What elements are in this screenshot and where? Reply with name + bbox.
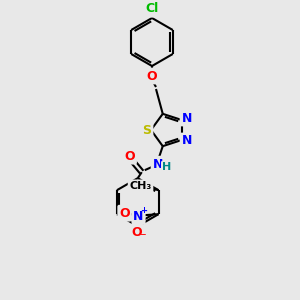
Text: Cl: Cl [146,2,159,16]
Text: O: O [119,207,130,220]
Text: N: N [153,158,163,171]
Text: CH₃: CH₃ [129,181,152,191]
Text: O: O [131,226,142,239]
Text: S: S [142,124,152,136]
Text: +: + [140,206,147,215]
Text: O: O [124,150,135,163]
Text: ⁻: ⁻ [139,231,146,244]
Text: N: N [182,112,192,124]
Text: H: H [162,162,171,172]
Text: O: O [147,70,157,83]
Text: N: N [182,134,192,148]
Text: N: N [133,210,144,223]
